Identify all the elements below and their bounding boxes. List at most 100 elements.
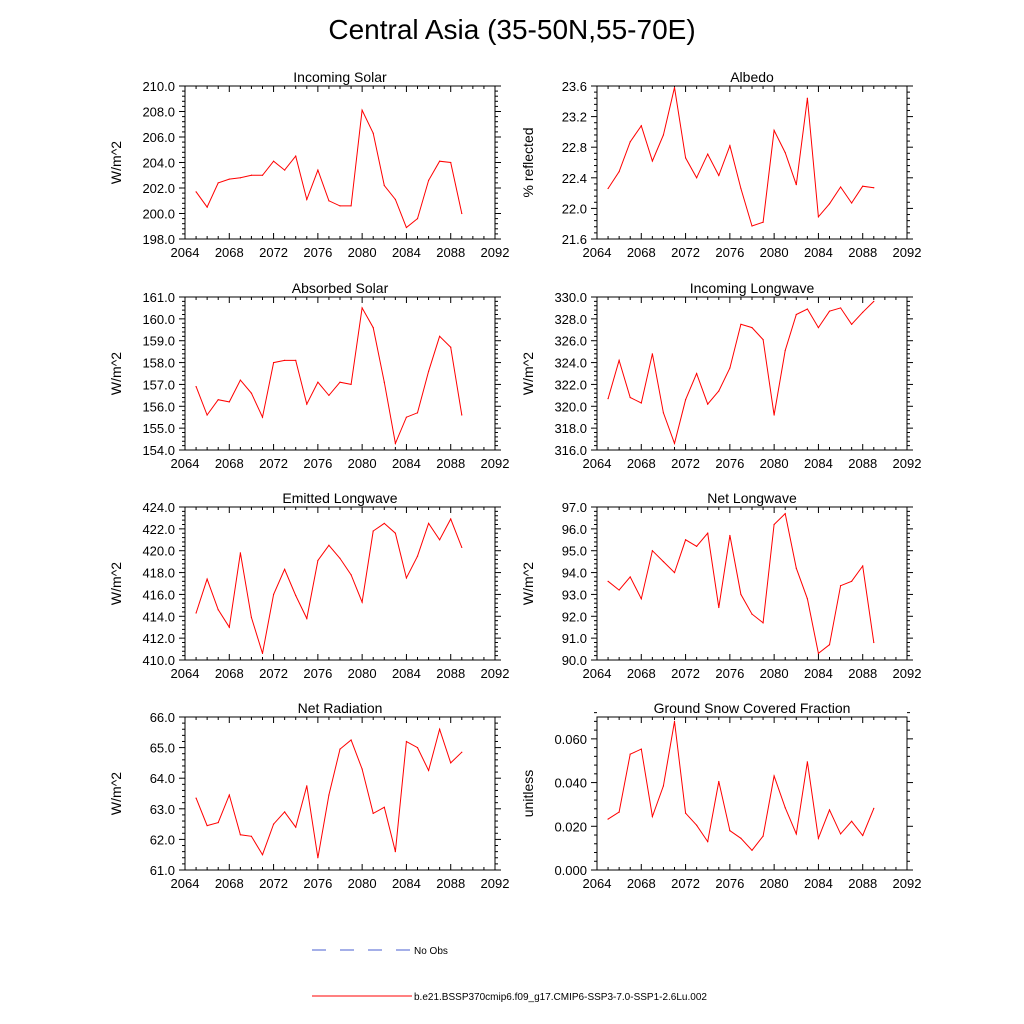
data-point: [651, 550, 653, 552]
y-axis-label: W/m^2: [108, 772, 124, 815]
data-point: [607, 818, 609, 820]
data-point: [673, 571, 676, 574]
data-point: [416, 412, 419, 414]
data-point: [450, 762, 452, 764]
x-tick-label: 2076: [715, 245, 744, 260]
panel-title: Emitted Longwave: [282, 490, 397, 506]
data-point: [439, 539, 441, 541]
data-point: [328, 794, 330, 796]
data-point: [206, 825, 208, 827]
x-tick-label: 2076: [303, 876, 332, 891]
data-point: [383, 381, 385, 383]
x-tick-label: 2064: [583, 666, 612, 681]
y-tick-label: 326.0: [554, 334, 587, 349]
data-point: [640, 402, 642, 404]
data-point: [394, 532, 396, 534]
data-point: [405, 416, 408, 418]
x-tick-label: 2080: [760, 876, 789, 891]
data-point: [851, 202, 853, 204]
y-tick-label: 157.0: [142, 377, 175, 392]
data-point: [284, 811, 286, 813]
plot-frame: [184, 716, 496, 871]
y-tick-label: 0.000: [554, 863, 587, 878]
data-point: [461, 751, 463, 753]
y-tick-label: 160.0: [142, 312, 175, 327]
x-tick-label: 2076: [303, 245, 332, 260]
x-tick-label: 2088: [848, 876, 877, 891]
chart-panel: 2064 2068 2072 2076 2080 2084 2088 2092 21.6 22.0…: [520, 69, 921, 260]
y-tick-label: 22.8: [562, 140, 587, 155]
y-tick-label: 23.2: [562, 110, 587, 125]
x-tick-label: 2064: [583, 245, 612, 260]
y-tick-label: 21.6: [562, 232, 587, 247]
data-point: [261, 854, 264, 856]
y-tick-label: 322.0: [554, 377, 587, 392]
y-tick-label: 64.0: [150, 771, 175, 786]
data-point: [394, 851, 396, 853]
data-point: [383, 806, 385, 808]
data-point: [740, 837, 742, 839]
data-point: [773, 414, 775, 416]
data-point: [350, 574, 352, 576]
data-point: [206, 578, 208, 580]
y-tick-label: 422.0: [142, 522, 175, 537]
data-point: [873, 300, 875, 302]
data-point: [416, 747, 419, 749]
data-point: [350, 383, 352, 386]
data-point: [839, 186, 842, 188]
data-point: [696, 177, 698, 179]
data-point: [773, 523, 775, 526]
data-point: [806, 97, 808, 99]
y-tick-label: 156.0: [142, 399, 175, 414]
x-tick-label: 2092: [481, 666, 510, 681]
data-point: [806, 598, 808, 600]
data-point: [239, 379, 241, 381]
y-tick-label: 91.0: [562, 631, 587, 646]
x-tick-label: 2072: [259, 245, 288, 260]
y-axis-label: % reflected: [520, 127, 536, 197]
data-point: [607, 398, 609, 400]
data-point: [795, 184, 797, 186]
data-point: [851, 820, 853, 822]
data-point: [383, 522, 385, 524]
panel-title: Incoming Solar: [293, 69, 387, 85]
data-point: [784, 151, 786, 154]
data-point: [261, 416, 264, 418]
data-point: [206, 206, 208, 208]
data-point: [817, 327, 820, 329]
data-point: [618, 811, 620, 813]
x-tick-label: 2092: [893, 245, 922, 260]
x-tick-label: 2084: [392, 245, 421, 260]
data-point: [673, 720, 676, 722]
data-point: [640, 125, 642, 127]
data-point: [195, 386, 197, 388]
data-point: [651, 815, 653, 818]
y-tick-label: 320.0: [554, 399, 587, 414]
y-tick-label: 420.0: [142, 544, 175, 559]
data-point: [762, 835, 764, 837]
x-tick-label: 2092: [481, 876, 510, 891]
series-line: [607, 512, 875, 655]
data-point: [272, 361, 275, 364]
y-axis-label: W/m^2: [520, 352, 536, 395]
x-tick-label: 2076: [303, 666, 332, 681]
x-tick-label: 2064: [171, 456, 200, 471]
x-tick-label: 2064: [583, 876, 612, 891]
data-point: [405, 740, 408, 743]
data-point: [729, 830, 731, 832]
x-tick-label: 2088: [848, 456, 877, 471]
data-point: [261, 174, 264, 176]
x-tick-label: 2068: [627, 876, 656, 891]
data-point: [839, 833, 842, 835]
y-tick-label: 0.040: [554, 776, 587, 791]
data-point: [662, 785, 665, 787]
data-point: [828, 310, 831, 312]
y-tick-label: 159.0: [142, 334, 175, 349]
y-tick-label: 22.4: [562, 171, 587, 186]
data-point: [306, 403, 308, 405]
data-point: [328, 200, 330, 202]
x-tick-label: 2092: [481, 245, 510, 260]
legend: No Obs b.e21.BSSP370cmip6.f09_g17.CMIP6-S…: [312, 946, 707, 1003]
data-point: [684, 157, 687, 159]
